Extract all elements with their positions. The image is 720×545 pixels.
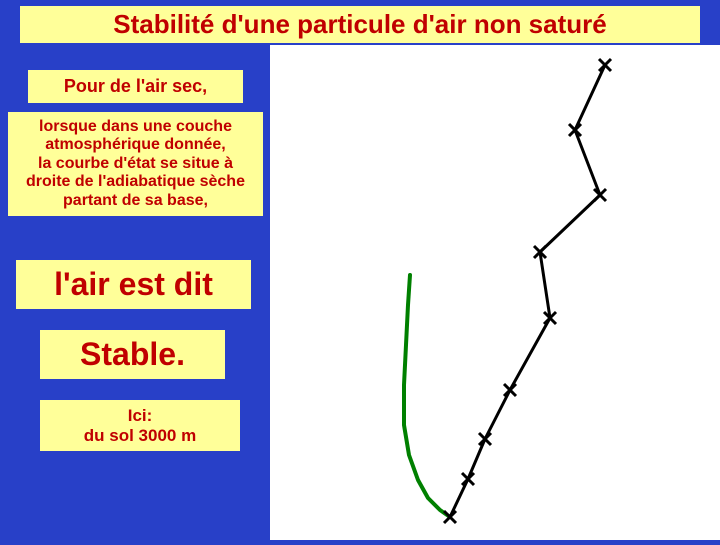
data-marker: [569, 124, 581, 136]
adiabatic-curve: [404, 275, 450, 517]
data-marker: [462, 473, 474, 485]
data-marker: [599, 59, 611, 71]
description-text: lorsque dans une couche atmosphérique do…: [8, 112, 263, 216]
state-curve: [450, 65, 605, 517]
chart-svg: [270, 45, 720, 540]
data-marker: [479, 433, 491, 445]
slide-title: Stabilité d'une particule d'air non satu…: [20, 6, 700, 43]
data-marker: [594, 189, 606, 201]
data-marker: [444, 511, 456, 523]
intro-text: Pour de l'air sec,: [28, 70, 243, 103]
statement-text-1: l'air est dit: [16, 260, 251, 309]
statement-text-2: Stable.: [40, 330, 225, 379]
data-marker: [504, 384, 516, 396]
chart-panel: [270, 45, 720, 540]
note-text: Ici:du sol 3000 m: [40, 400, 240, 451]
